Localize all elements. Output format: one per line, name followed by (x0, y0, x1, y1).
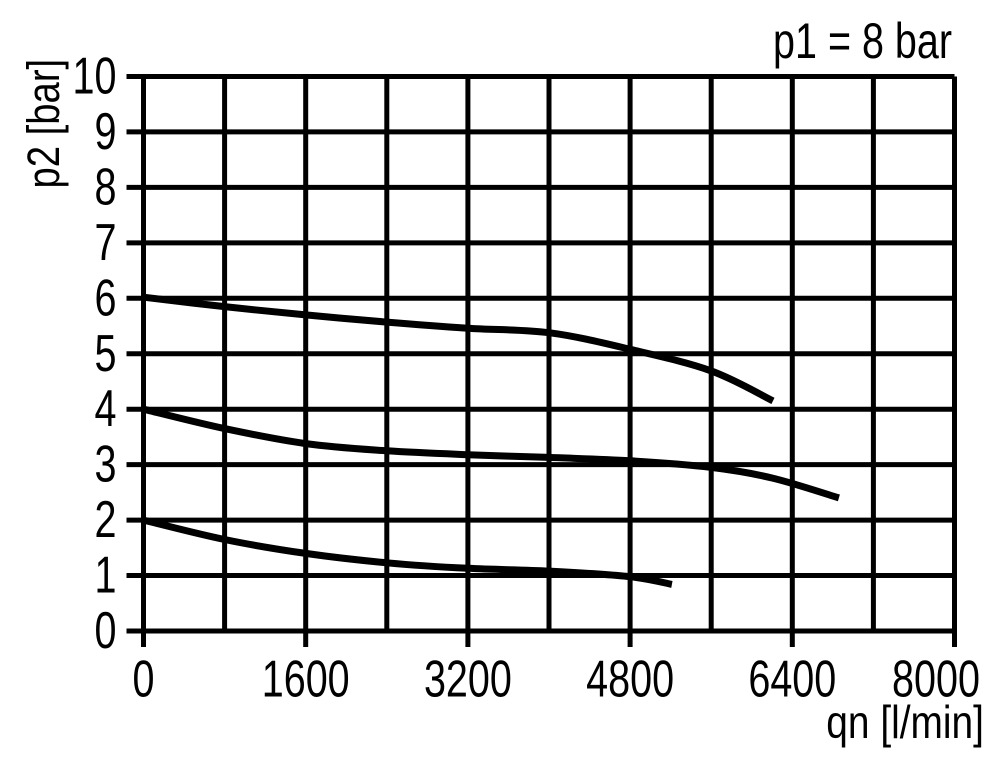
svg-text:1: 1 (95, 545, 117, 604)
svg-text:4: 4 (95, 379, 117, 438)
svg-text:4800: 4800 (586, 649, 674, 708)
svg-text:p2 [bar]: p2 [bar] (18, 59, 69, 189)
svg-text:6: 6 (95, 268, 117, 327)
svg-text:0: 0 (95, 601, 117, 660)
svg-text:2: 2 (95, 490, 117, 549)
svg-text:3200: 3200 (424, 649, 512, 708)
svg-text:p1 = 8 bar: p1 = 8 bar (773, 13, 952, 70)
svg-text:0: 0 (133, 649, 155, 708)
svg-text:1600: 1600 (262, 649, 350, 708)
svg-text:3: 3 (95, 434, 117, 493)
svg-text:7: 7 (95, 213, 117, 272)
svg-text:6400: 6400 (748, 649, 836, 708)
svg-text:qn [l/min]: qn [l/min] (826, 697, 984, 749)
svg-text:8: 8 (95, 157, 117, 216)
svg-text:9: 9 (95, 102, 117, 161)
svg-text:5: 5 (95, 324, 117, 383)
svg-text:8000: 8000 (892, 649, 980, 708)
svg-text:10: 10 (73, 46, 117, 105)
